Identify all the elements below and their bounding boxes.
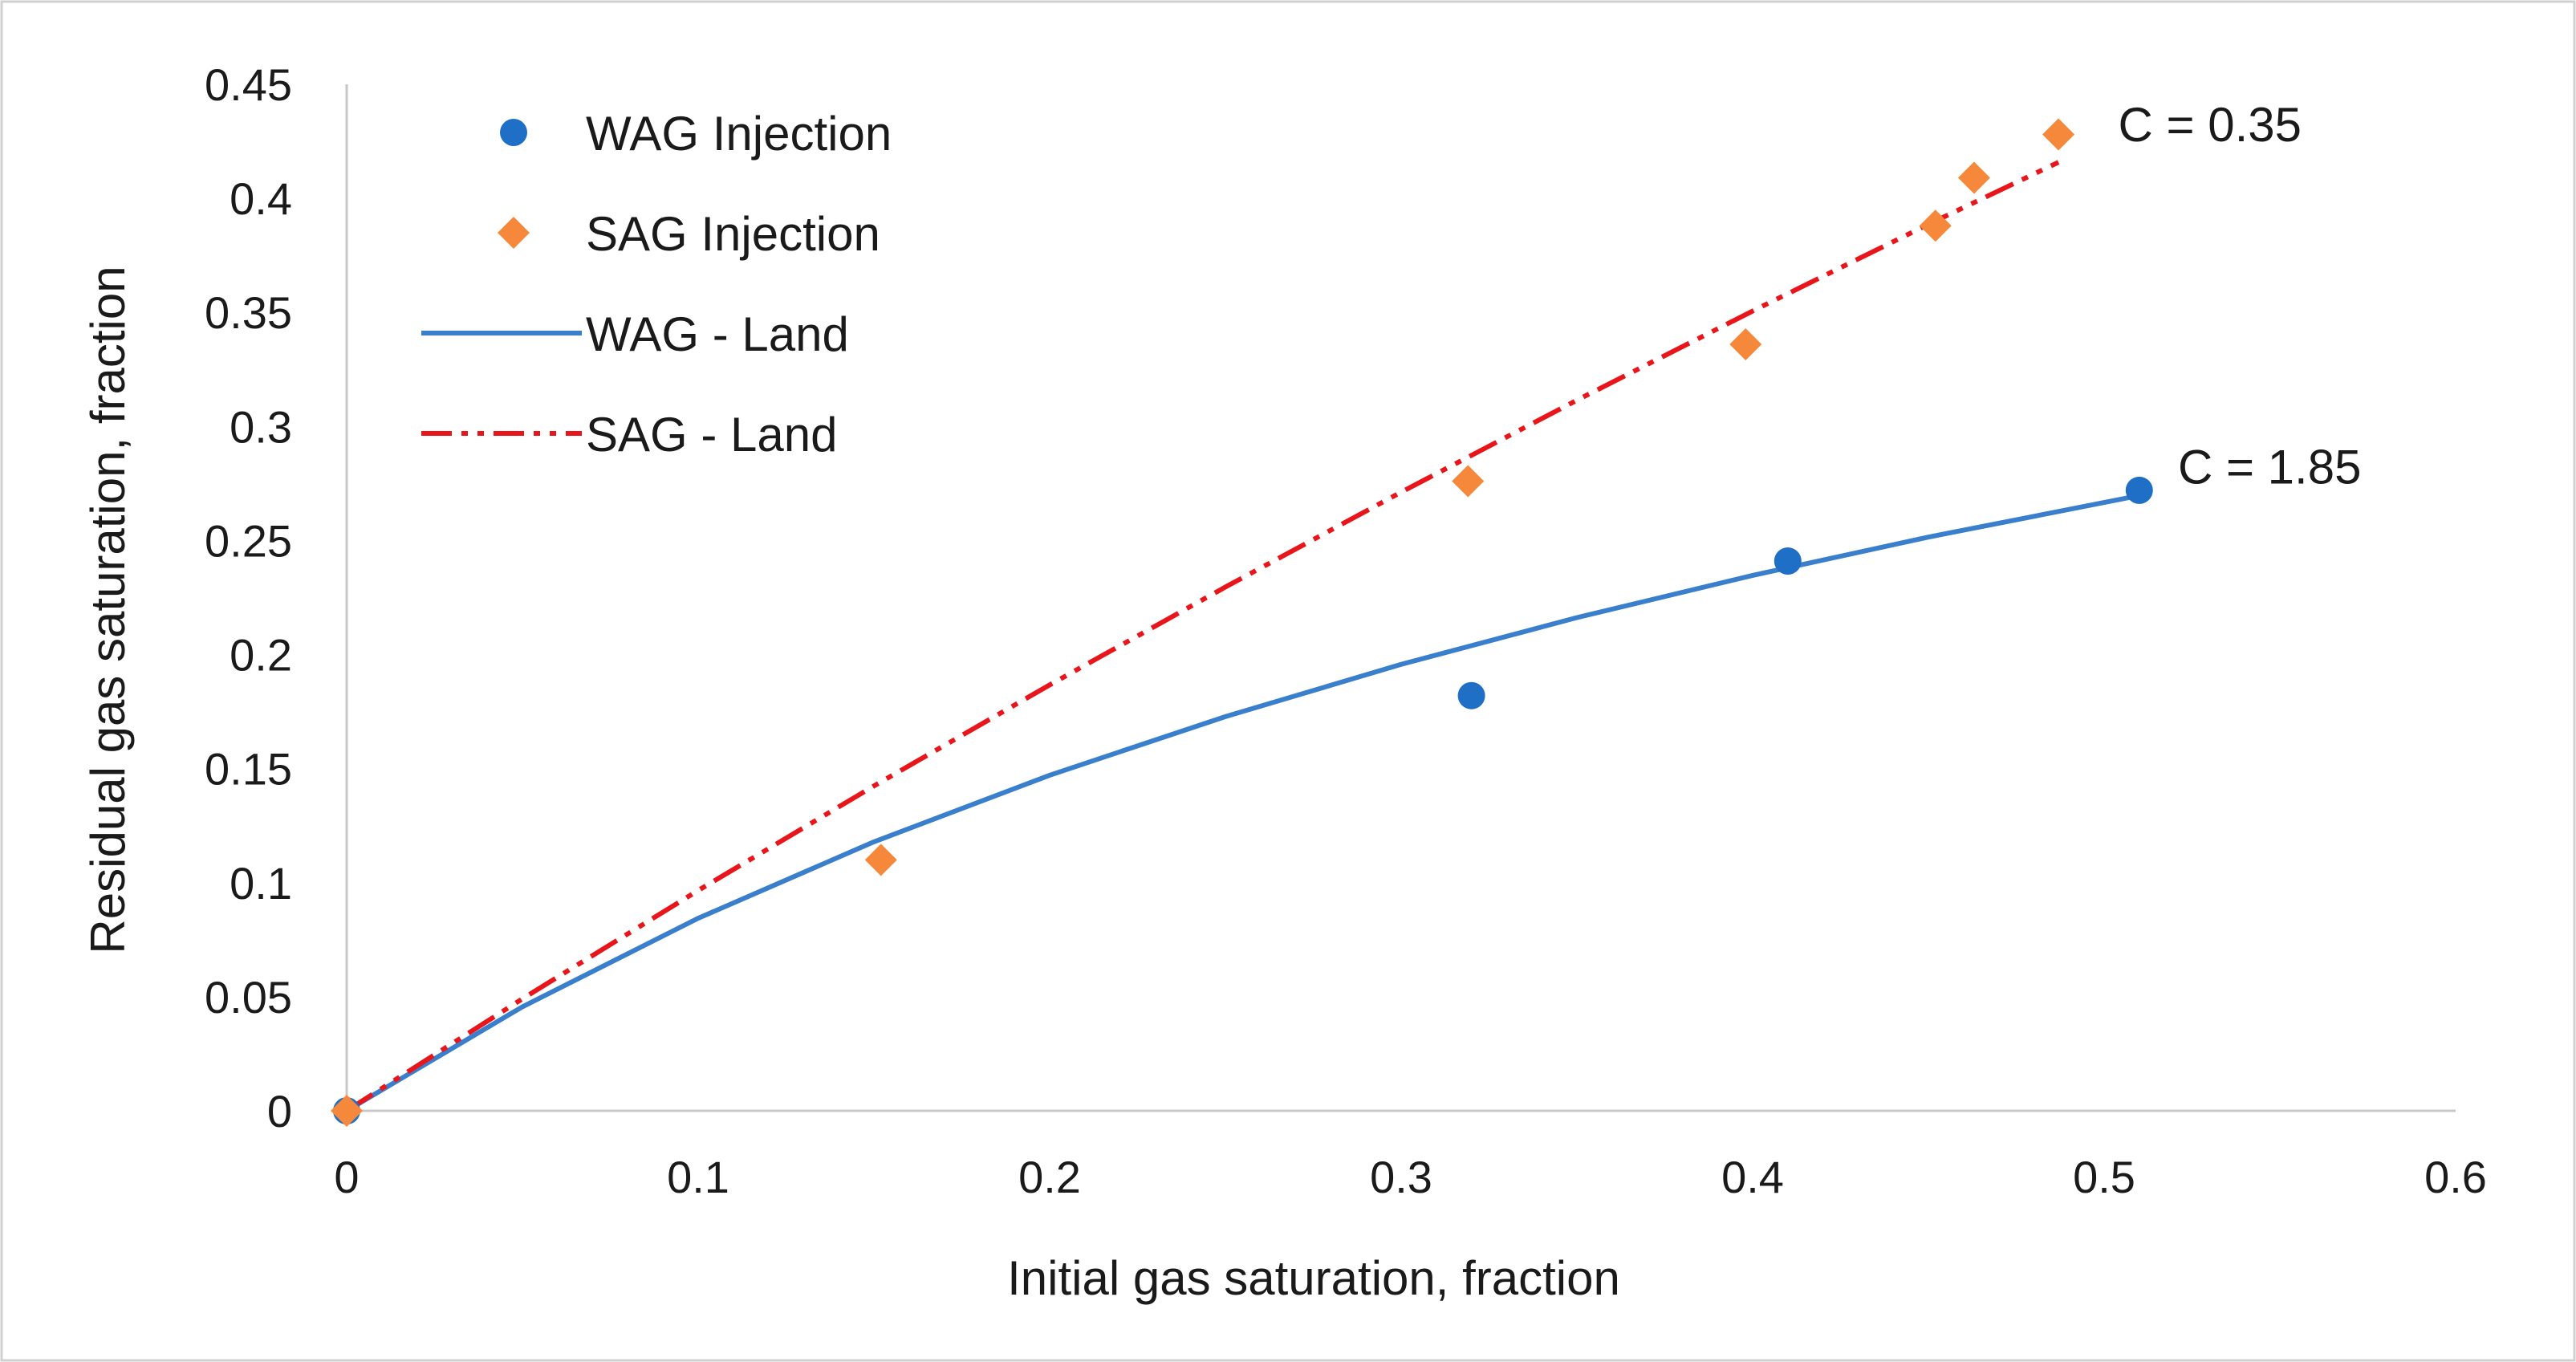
legend-label: SAG - Land: [586, 408, 838, 461]
data-point-wag-injection: [2125, 476, 2153, 504]
data-point-sag-injection: [1729, 328, 1762, 361]
y-tick-label: 0: [267, 1086, 292, 1136]
legend-label: WAG - Land: [586, 307, 849, 361]
x-tick-label: 0: [334, 1152, 359, 1202]
y-tick-label: 0.05: [205, 972, 292, 1023]
y-tick-label: 0.4: [230, 173, 292, 224]
series-line-sag-land: [345, 160, 2060, 1113]
x-tick-label: 0.2: [1018, 1152, 1081, 1202]
x-tick-label: 0.3: [1370, 1152, 1432, 1202]
x-tick-label: 0.1: [667, 1152, 729, 1202]
y-tick-label: 0.15: [205, 744, 292, 795]
data-point-sag-injection: [2042, 118, 2075, 151]
annotation-label: C = 0.35: [2119, 98, 2302, 152]
x-tick-label: 0.6: [2424, 1152, 2487, 1202]
y-tick-label: 0.1: [230, 858, 292, 909]
data-point-wag-injection: [1774, 547, 1802, 575]
y-tick-label: 0.2: [230, 630, 292, 681]
data-point-wag-injection: [1457, 681, 1485, 709]
x-tick-label: 0.4: [1721, 1152, 1784, 1202]
data-point-sag-injection: [331, 1095, 363, 1127]
y-tick-label: 0.35: [205, 287, 292, 338]
x-tick-labels: 0 0.1 0.2 0.3 0.4 0.5 0.6: [334, 1152, 2487, 1202]
series-lines: [345, 160, 2140, 1113]
y-tick-label: 0.25: [205, 515, 292, 566]
y-tick-labels: 0 0.05 0.1 0.15 0.2 0.25 0.3 0.35 0.4 0.45: [205, 59, 292, 1136]
series-markers: [331, 118, 2153, 1127]
y-tick-label: 0.3: [230, 401, 292, 452]
y-tick-label: 0.45: [205, 59, 292, 110]
series-line-wag-land: [345, 493, 2140, 1113]
legend-label: WAG Injection: [586, 107, 892, 161]
legend-marker-sag-injection: [498, 217, 530, 249]
data-point-sag-injection: [1452, 465, 1485, 498]
data-point-sag-injection: [864, 844, 897, 876]
annotations: C = 0.35 C = 1.85: [2119, 98, 2362, 494]
y-axis-title: Residual gas saturation, fraction: [81, 266, 135, 953]
data-point-sag-injection: [1919, 209, 1952, 242]
legend-marker-wag-injection: [500, 119, 527, 146]
legend-label: SAG Injection: [586, 207, 880, 261]
x-axis-title: Initial gas saturation, fraction: [1007, 1251, 1620, 1305]
data-point-sag-injection: [1957, 161, 1990, 194]
annotation-label: C = 1.85: [2178, 440, 2362, 494]
legend: WAG Injection SAG Injection WAG - Land SAG …: [421, 107, 892, 461]
x-tick-label: 0.5: [2073, 1152, 2135, 1202]
